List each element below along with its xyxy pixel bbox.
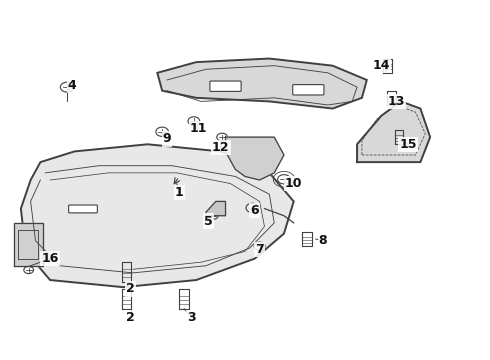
Text: 4: 4 <box>68 79 76 92</box>
Text: 3: 3 <box>187 311 196 324</box>
Text: 1: 1 <box>175 186 184 199</box>
Text: 2: 2 <box>126 311 135 324</box>
Text: 5: 5 <box>204 215 213 228</box>
Text: 16: 16 <box>42 252 59 265</box>
FancyBboxPatch shape <box>210 81 241 91</box>
Text: 2: 2 <box>126 283 135 296</box>
PathPatch shape <box>157 59 367 109</box>
FancyBboxPatch shape <box>69 205 98 213</box>
Text: 9: 9 <box>163 132 172 145</box>
Text: 13: 13 <box>388 95 405 108</box>
Polygon shape <box>225 137 284 180</box>
Text: 6: 6 <box>250 204 259 217</box>
FancyBboxPatch shape <box>293 85 324 95</box>
Text: 7: 7 <box>255 243 264 256</box>
Text: 12: 12 <box>212 141 229 154</box>
Text: 11: 11 <box>190 122 207 135</box>
Polygon shape <box>14 223 43 266</box>
Polygon shape <box>206 202 225 216</box>
PathPatch shape <box>21 144 294 287</box>
Text: 10: 10 <box>285 177 302 190</box>
Text: 14: 14 <box>373 59 390 72</box>
Text: 8: 8 <box>318 234 327 247</box>
Text: 15: 15 <box>399 138 417 151</box>
Polygon shape <box>357 102 430 162</box>
